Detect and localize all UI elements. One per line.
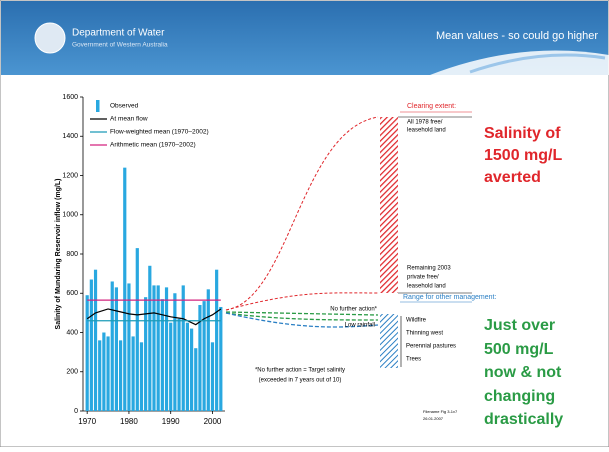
projection-green [225,311,379,316]
bar [173,293,177,411]
legend-label: Flow-weighted mean (1970–2002) [110,129,209,136]
projection-red [225,292,379,311]
bar [106,336,110,411]
annotation: private free/ [407,275,439,281]
x-tick-label: 1970 [78,417,96,426]
bar [202,301,206,411]
annotation: Trees [406,357,421,363]
callout-red: Salinity of [484,125,561,142]
annotation: Clearing extent: [407,103,456,110]
header-swoosh [469,53,606,74]
filename: 26.01.2007 [423,416,444,421]
legend-label: At mean flow [110,116,148,123]
y-tick-label: 1400 [62,133,78,140]
callout-green: drastically [484,411,563,428]
bar [206,289,210,411]
y-tick-label: 400 [66,329,78,336]
y-tick-label: 0 [74,408,78,415]
footnote: (exceeded in 7 years out of 10) [259,378,342,384]
bar [135,248,139,411]
bar [219,306,223,411]
bar [152,285,156,411]
bar [144,297,148,411]
annotation: All 1978 free/ [407,120,443,126]
y-tick-label: 600 [66,290,78,297]
bar [89,279,93,411]
bar [93,269,98,411]
callout-red: averted [484,169,541,186]
bar [210,342,215,411]
bar [177,318,181,411]
projection-blue [225,312,379,328]
bar [160,299,164,411]
org-sub: Government of Western Australia [72,42,168,49]
bar [85,295,89,411]
projection-green [225,312,379,321]
y-tick-label: 200 [66,369,78,376]
annotation: No further action* [330,307,377,313]
y-axis-label: Salinity of Mundaring Reservoir inflow (… [55,179,62,330]
logo [34,22,66,54]
bar [156,285,160,411]
bar [118,340,123,411]
bar [139,342,144,411]
bar [98,340,102,411]
annotation: Wildfire [406,318,427,324]
filename: Filename Fig 3-1v7 [423,409,458,414]
annotation: Perennial pastures [406,344,456,350]
x-tick-label: 2000 [204,417,222,426]
bar [194,348,198,411]
callout-green: Just over [484,317,555,334]
callout-green: now & not [484,364,562,381]
chart: 0 200 400 600 800 1000 1200 1400 1600 1970 1980 199… [55,94,225,426]
annotation: Range for other management: [403,294,496,301]
annotation: Low rainfall [345,323,375,329]
bar [164,287,169,411]
bar [198,305,202,411]
bar [127,283,131,411]
bar [185,322,190,411]
bar [110,281,114,411]
callout-red: 1500 mg/L [484,147,562,164]
management-range [380,314,398,368]
callout-green: 500 mg/L [484,341,554,358]
annotation: leasehold land [407,128,446,134]
y-tick-label: 800 [66,251,78,258]
legend-label: Observed [110,103,139,110]
annotation: Thinning west [406,331,443,337]
x-tick-label: 1980 [120,417,138,426]
bar [102,332,106,411]
slide-title: Mean values - so could go higher [436,30,598,42]
clearing-range [380,117,398,293]
bar [169,322,173,411]
projection-red [225,116,379,311]
bar [148,265,152,411]
annotation: leasehold land [407,284,446,290]
bar [181,285,185,411]
legend-swatch [96,100,100,112]
y-tick-label: 1000 [62,212,78,219]
y-tick-label: 1200 [62,172,78,179]
legend-label: Arithmetic mean (1970–2002) [110,142,196,149]
bar [123,167,127,411]
x-tick-label: 1990 [162,417,180,426]
org-name: Department of Water [72,28,165,39]
footnote: *No further action = Target salinity [255,368,345,374]
annotation: Remaining 2003 [407,266,451,272]
bar [114,287,119,411]
y-tick-label: 1600 [62,94,78,101]
bar [131,336,135,411]
bar [189,328,194,411]
callout-green: changing [484,388,555,405]
bar [215,269,219,411]
